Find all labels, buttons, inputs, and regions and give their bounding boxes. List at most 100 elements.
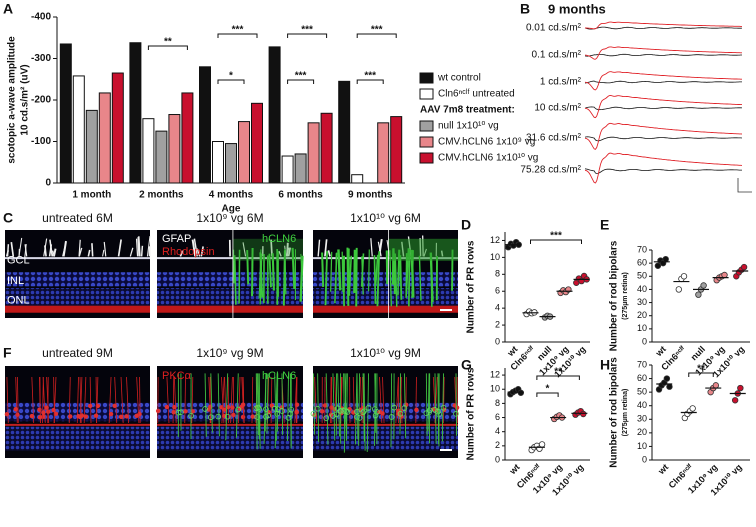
- data-point: [731, 397, 739, 404]
- hcln6-cell: [235, 406, 242, 413]
- pkc-process: [242, 377, 245, 424]
- bipolar-cell: [237, 406, 243, 412]
- hcln6-fiber: [257, 373, 260, 440]
- legend-heading: AAV 7m8 treatment:: [420, 105, 515, 116]
- gfap-fiber: [324, 239, 328, 257]
- panel-label: C: [3, 210, 13, 226]
- gfap-fiber: [278, 250, 282, 257]
- significance-label: ***: [364, 71, 376, 82]
- hcln6-cell: [263, 413, 269, 420]
- bipolar-cell: [222, 407, 227, 412]
- gfap-fiber: [44, 245, 47, 257]
- erg-trace-treated: [584, 95, 742, 119]
- hcln6-fiber: [291, 247, 296, 289]
- hcln6-cell: [271, 406, 278, 412]
- bipolar-cell: [454, 405, 460, 410]
- significance-label: ***: [232, 25, 244, 36]
- hcln6-fiber: [317, 373, 320, 443]
- gfap-fiber: [129, 247, 134, 257]
- erg-trace-treated: [584, 71, 742, 91]
- erg-trace-control: [584, 53, 742, 57]
- pkc-process: [294, 377, 297, 424]
- gfap-fiber: [317, 239, 321, 257]
- y-tick-label: 12: [490, 235, 500, 245]
- hcln6-cell: [215, 413, 221, 420]
- hcln6-fiber: [373, 255, 377, 304]
- panel-label: D: [461, 217, 471, 233]
- layer-label: GCL: [7, 255, 30, 267]
- y-tick-label: 70: [637, 359, 647, 369]
- x-tick-label: 2 months: [139, 190, 184, 201]
- x-tick-label: 4 months: [209, 190, 254, 201]
- pkc-process: [120, 377, 124, 424]
- hcln6-cell: [453, 411, 459, 417]
- inl-band: [5, 272, 150, 287]
- pkc-process: [295, 377, 298, 424]
- hcln6-cell: [285, 415, 292, 421]
- x-tick-label: 6 months: [278, 190, 323, 201]
- hcln6-cell: [343, 408, 349, 414]
- data-point: [675, 286, 682, 293]
- inl-band: [157, 272, 303, 287]
- hcln6-fiber: [255, 373, 258, 450]
- significance-bracket: [356, 79, 384, 84]
- panel-label: A: [3, 1, 13, 17]
- bar: [377, 122, 390, 184]
- pkc-process: [191, 377, 194, 424]
- erg-trace-control: [584, 168, 742, 174]
- erg-trace-control: [584, 106, 743, 111]
- hcln6-cell: [202, 406, 208, 412]
- bar: [338, 80, 351, 184]
- hcln6-fiber: [362, 373, 365, 442]
- gfap-fiber: [24, 243, 27, 257]
- gfap-fiber: [179, 250, 184, 257]
- bipolar-cell: [230, 405, 235, 410]
- image-title: 1x10¹⁰ vg 6M: [350, 211, 421, 225]
- hcln6-fiber: [348, 254, 351, 296]
- intensity-label: 75.28 cd.s/m²: [520, 165, 581, 176]
- gfap-fiber: [102, 249, 105, 257]
- gfap-fiber: [117, 239, 122, 257]
- layer-label: INL: [7, 275, 24, 287]
- onl-band: [313, 426, 458, 451]
- gfap-fiber: [193, 238, 198, 257]
- intensity-label: 1 cd.s/m²: [540, 77, 582, 88]
- hcln6-fiber: [374, 254, 379, 286]
- data-point: [695, 291, 702, 298]
- y-tick-label: 20: [637, 427, 647, 437]
- hcln6-fiber: [204, 373, 207, 437]
- y-tick-label: 60: [637, 258, 647, 268]
- hcln6-cell: [323, 415, 329, 421]
- significance-bracket: [217, 79, 245, 84]
- bar: [111, 72, 124, 184]
- y-tick-label: 6: [495, 412, 500, 422]
- y-tick-label: 6: [495, 286, 500, 296]
- panel-label: B: [520, 1, 530, 17]
- bipolar-cell: [190, 409, 196, 414]
- hcln6-cell: [330, 413, 336, 419]
- hcln6-fiber: [312, 373, 316, 435]
- y-tick-label: 50: [637, 387, 647, 397]
- bipolar-cell: [53, 411, 59, 417]
- pkc-process: [270, 377, 273, 424]
- stain-label: PKCα: [162, 370, 192, 382]
- y-tick-label: 20: [637, 310, 647, 320]
- bar: [268, 46, 281, 184]
- y-tick-label: 0: [642, 336, 647, 346]
- bipolar-cell: [29, 413, 35, 419]
- y-tick-label: 0: [495, 454, 500, 464]
- significance-label: ***: [550, 231, 562, 242]
- pkc-process: [89, 377, 92, 424]
- data-point: [712, 382, 720, 389]
- bipolar-cell: [294, 409, 299, 415]
- hcln6-fiber: [337, 249, 342, 291]
- bipolar-cell: [41, 410, 46, 415]
- bar: [155, 130, 168, 184]
- hcln6-fiber: [366, 373, 370, 452]
- hcln6-fiber: [430, 253, 433, 307]
- hcln6-cell: [432, 407, 438, 413]
- gfap-fiber: [52, 248, 57, 257]
- data-point: [666, 383, 673, 390]
- hcln6-fiber: [300, 253, 303, 288]
